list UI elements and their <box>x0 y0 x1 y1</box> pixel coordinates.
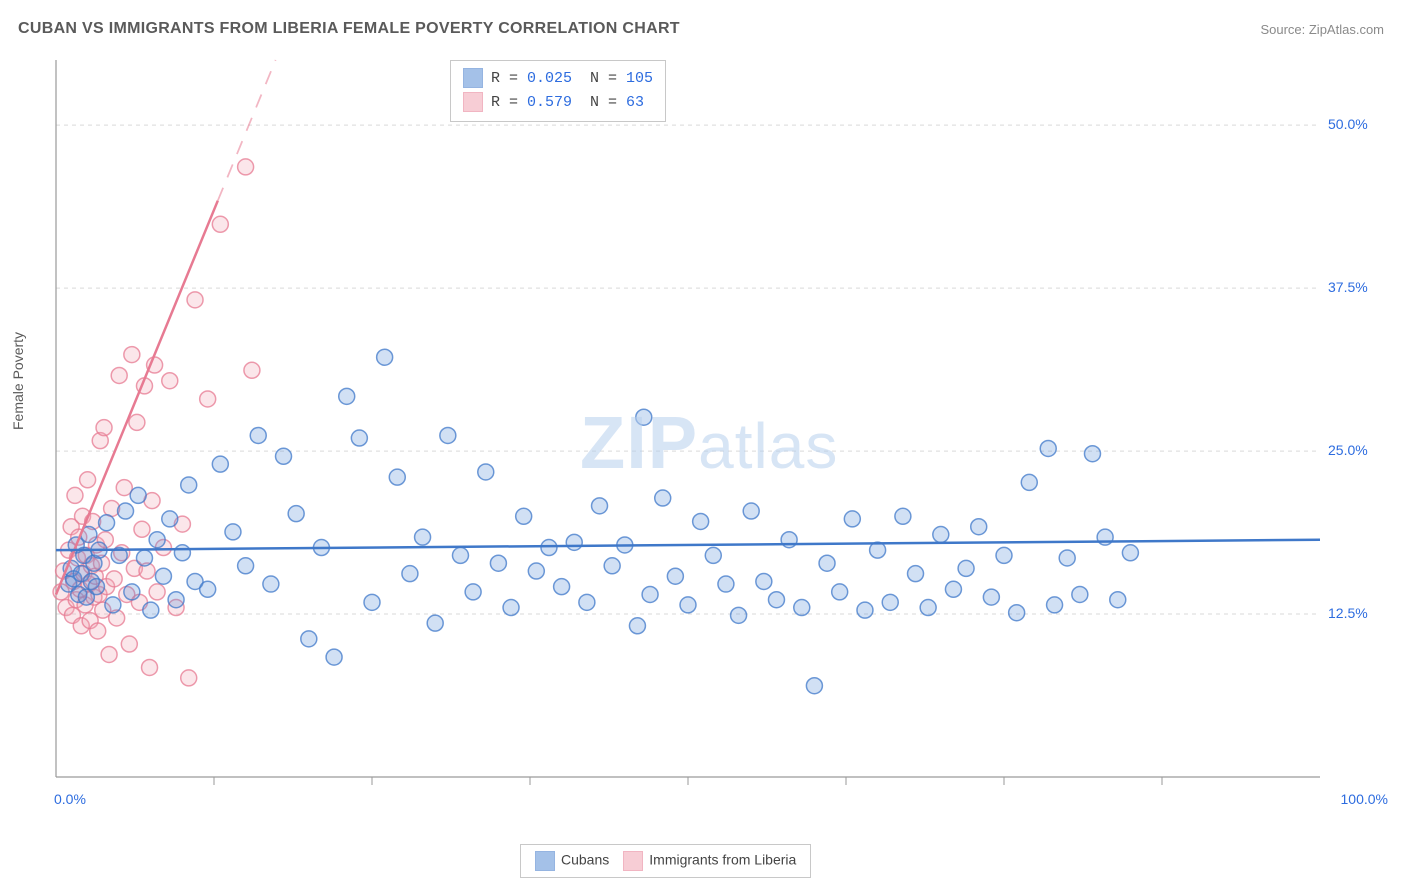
x-tick-label: 100.0% <box>1341 791 1388 807</box>
series-legend: Cubans Immigrants from Liberia <box>520 844 811 878</box>
correlation-stats-box: R = 0.025 N = 105R = 0.579 N = 63 <box>450 60 666 122</box>
legend-swatch <box>623 851 643 871</box>
stats-row: R = 0.579 N = 63 <box>463 91 653 115</box>
legend-label: Immigrants from Liberia <box>649 852 796 868</box>
legend-swatch <box>463 92 483 112</box>
legend-swatch <box>535 851 555 871</box>
x-tick-label: 0.0% <box>54 791 86 807</box>
stats-row: R = 0.025 N = 105 <box>463 67 653 91</box>
y-tick-label: 37.5% <box>1328 279 1368 295</box>
y-axis-label: Female Poverty <box>10 332 26 430</box>
legend-swatch <box>463 68 483 88</box>
scatter-chart <box>50 55 1380 815</box>
source-attribution: Source: ZipAtlas.com <box>1260 22 1384 37</box>
chart-title: CUBAN VS IMMIGRANTS FROM LIBERIA FEMALE … <box>18 20 680 38</box>
y-tick-label: 25.0% <box>1328 442 1368 458</box>
y-tick-label: 12.5% <box>1328 605 1368 621</box>
legend-label: Cubans <box>561 852 609 868</box>
y-tick-label: 50.0% <box>1328 116 1368 132</box>
